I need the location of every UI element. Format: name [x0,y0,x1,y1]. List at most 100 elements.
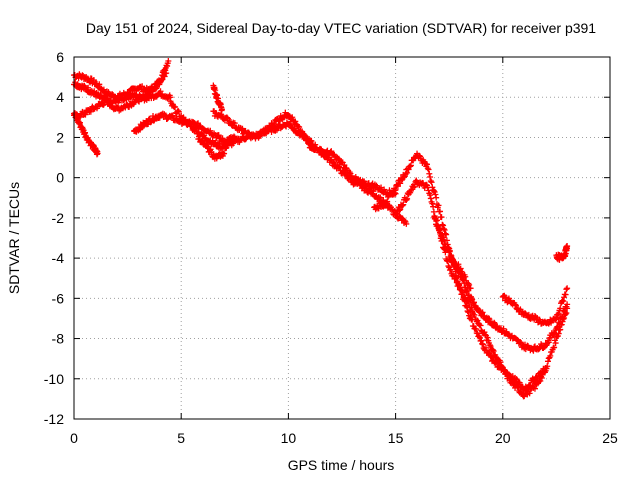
data-point [403,220,410,227]
data-point [424,165,431,172]
data-point [526,390,533,397]
data-point [192,125,199,132]
data-point [465,309,472,316]
data-point [459,291,466,298]
data-point [346,169,353,176]
y-tick-label: 4 [56,89,64,105]
data-point [404,169,411,176]
data-point [466,281,473,288]
data-point [292,118,299,125]
data-point [542,367,549,374]
data-point [94,150,101,157]
data-point [300,131,307,138]
data-point [450,256,457,263]
data-point [442,230,449,237]
data-point [397,206,404,213]
data-point [427,178,434,185]
data-point [430,187,437,194]
data-point [432,191,439,198]
data-point [195,120,202,127]
data-point [96,81,103,88]
data-point [392,186,399,193]
data-point [136,98,143,105]
y-tick-label: -10 [44,371,64,387]
data-point [348,172,355,179]
data-point [185,119,192,126]
y-tick-label: 6 [56,49,64,65]
data-point [109,91,116,98]
data-point [455,261,462,268]
y-axis-label: SDTVAR / TECUs [6,182,22,294]
data-point [469,316,476,323]
data-point [435,202,442,209]
data-point [553,315,560,322]
data-point [482,344,489,351]
data-point [517,339,524,346]
data-point [547,352,554,359]
data-point [486,350,493,357]
data-point [564,285,571,292]
data-point [404,195,411,202]
data-point [305,140,312,147]
data-point [335,155,342,162]
data-point [563,286,570,293]
x-tick-label: 25 [602,430,618,446]
data-point [424,184,431,191]
series-track-5 [131,110,238,147]
x-tick-label: 20 [495,430,511,446]
data-point [478,337,485,344]
data-point [551,344,558,351]
axis-ticks [73,56,611,420]
data-point [449,255,456,262]
data-point [90,76,97,83]
data-point [175,108,182,115]
data-point [471,311,478,318]
data-point [446,248,453,255]
data-point [556,320,563,327]
data-point [516,379,523,386]
data-point [429,200,436,207]
data-point [426,170,433,177]
data-point [473,326,479,333]
data-point [554,323,561,330]
data-point [436,225,443,232]
y-tick-labels: -12 -10 -8 -6 -4 -2 0 2 4 6 [44,49,64,427]
data-point [165,58,172,65]
data-point [505,372,512,379]
data-point [461,297,468,304]
data-point [82,111,89,118]
y-tick-label: -4 [52,250,65,266]
data-point [161,73,168,80]
data-point [457,265,464,272]
data-point [463,303,470,310]
data-point [467,285,474,292]
data-point [399,202,406,209]
y-tick-label: -12 [44,411,64,427]
x-tick-label: 15 [388,430,404,446]
data-point [403,197,410,204]
data-point [296,124,303,131]
data-point [457,285,464,292]
data-point [479,341,486,348]
x-tick-label: 0 [70,430,78,446]
data-point [172,103,179,110]
data-point [175,107,182,114]
data-point [545,339,552,346]
data-point [135,97,142,104]
data-point [500,325,507,332]
x-tick-labels: 0 5 10 15 20 25 [70,430,618,446]
plot-frame [73,56,611,420]
data-point [538,374,545,381]
data-point [159,76,166,83]
data-point [396,207,403,214]
data-point [289,114,296,121]
series-track-9 [392,177,549,400]
series-track-3 [71,88,174,121]
data-point [440,222,447,229]
series-track-14 [210,82,225,114]
data-point [552,340,559,347]
data-point [555,310,562,317]
series-track-11 [446,254,474,292]
data-point [490,348,497,355]
